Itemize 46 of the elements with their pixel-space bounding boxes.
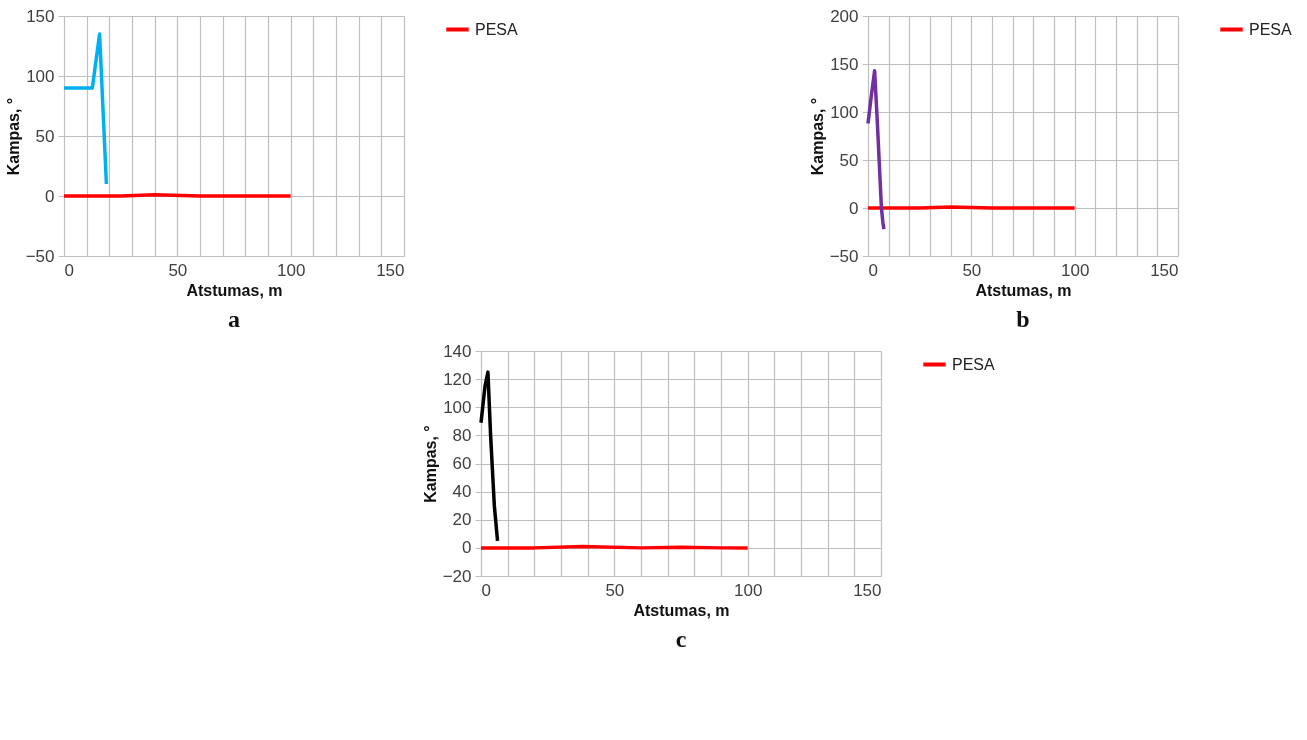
y-tick-label: 150 xyxy=(830,54,859,74)
y-tick-label: 50 xyxy=(35,126,55,146)
y-tick-label: 20 xyxy=(452,510,472,530)
legend-label: PESA xyxy=(1249,20,1293,38)
x-axis-title: Atstumas, m xyxy=(975,281,1072,299)
y-tick-label: −50 xyxy=(829,246,859,266)
x-tick-label: 150 xyxy=(376,260,405,280)
x-axis-title: Atstumas, m xyxy=(633,601,730,619)
y-tick-label: −50 xyxy=(25,246,55,266)
x-tick-label: 0 xyxy=(481,580,491,600)
legend-label: PESA xyxy=(475,20,519,38)
x-axis-title: Atstumas, m xyxy=(186,281,283,299)
y-axis-title: Kampas, ° xyxy=(421,425,439,503)
x-tick-label: 150 xyxy=(853,580,882,600)
y-tick-label: 40 xyxy=(452,482,472,502)
y-tick-label: 60 xyxy=(452,454,472,473)
x-tick-label: 150 xyxy=(1150,260,1179,280)
x-tick-label: 100 xyxy=(276,260,306,280)
y-tick-label: 80 xyxy=(452,425,472,445)
x-tick-label: 100 xyxy=(733,580,763,600)
x-tick-label: 0 xyxy=(64,260,74,280)
y-tick-label: 0 xyxy=(462,538,472,558)
y-tick-label: 0 xyxy=(849,198,859,218)
x-tick-label: 50 xyxy=(168,260,188,280)
y-tick-label: 140 xyxy=(443,341,472,361)
y-tick-label: 100 xyxy=(26,66,55,86)
y-tick-label: 100 xyxy=(830,102,859,122)
text: a xyxy=(228,306,240,332)
line-series xyxy=(479,370,500,543)
y-tick-label: 200 xyxy=(830,6,859,26)
text: c xyxy=(675,626,687,652)
line-series xyxy=(866,68,886,231)
y-tick-label: 120 xyxy=(443,369,472,389)
y-axis-title: Kampas, ° xyxy=(808,97,826,176)
y-tick-label: 50 xyxy=(839,150,859,170)
legend-label: PESA xyxy=(952,355,996,373)
x-tick-label: 100 xyxy=(1060,260,1090,280)
text: b xyxy=(1016,306,1030,332)
x-tick-label: 50 xyxy=(605,580,625,600)
y-tick-label: 0 xyxy=(45,186,55,206)
y-tick-label: 150 xyxy=(26,6,55,26)
x-tick-label: 0 xyxy=(868,260,878,280)
y-axis-title: Kampas, ° xyxy=(4,97,22,176)
y-tick-label: −20 xyxy=(442,566,472,586)
x-tick-label: 50 xyxy=(962,260,982,280)
y-tick-label: 100 xyxy=(443,397,472,417)
